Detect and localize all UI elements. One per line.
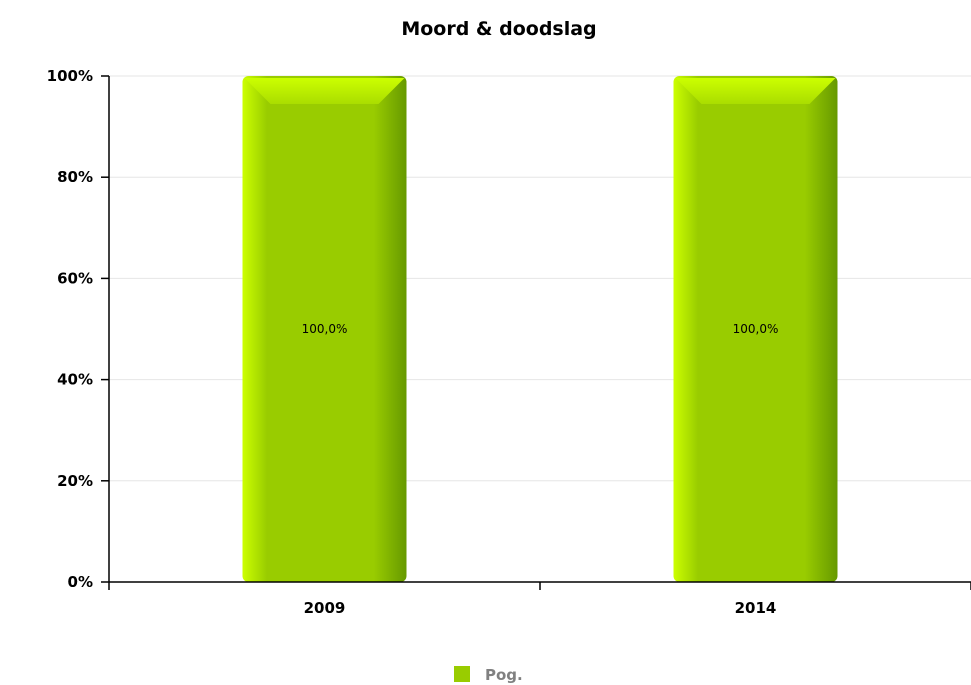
grid (109, 75, 971, 482)
y-tick-label: 80% (57, 168, 93, 186)
bar-body (673, 76, 838, 582)
legend-label: Pog. (485, 666, 523, 684)
axes (101, 75, 971, 590)
y-tick-label: 20% (57, 472, 93, 490)
bar-body (242, 76, 407, 582)
data-label: 100,0% (733, 322, 779, 336)
x-axis-labels: 2009 2014 (304, 599, 777, 617)
y-tick-label: 0% (68, 573, 93, 591)
bar-bevel (244, 78, 405, 104)
bar-bevel (675, 78, 836, 104)
y-tick-label: 40% (57, 371, 93, 389)
data-labels: 100,0% 100,0% (302, 322, 779, 336)
y-tick-label: 100% (47, 67, 93, 85)
y-axis-labels: 0% 20% 40% 60% 80% 100% (47, 67, 93, 591)
x-tick-label: 2009 (304, 599, 346, 617)
y-tick-label: 60% (57, 269, 93, 287)
bar-2014 (673, 76, 838, 582)
chart-title: Moord & doodslag (401, 18, 596, 40)
bars (242, 76, 838, 582)
data-label: 100,0% (302, 322, 348, 336)
legend: Pog. (454, 666, 523, 684)
legend-swatch (454, 666, 470, 682)
x-tick-label: 2014 (735, 599, 777, 617)
bar-2009 (242, 76, 407, 582)
